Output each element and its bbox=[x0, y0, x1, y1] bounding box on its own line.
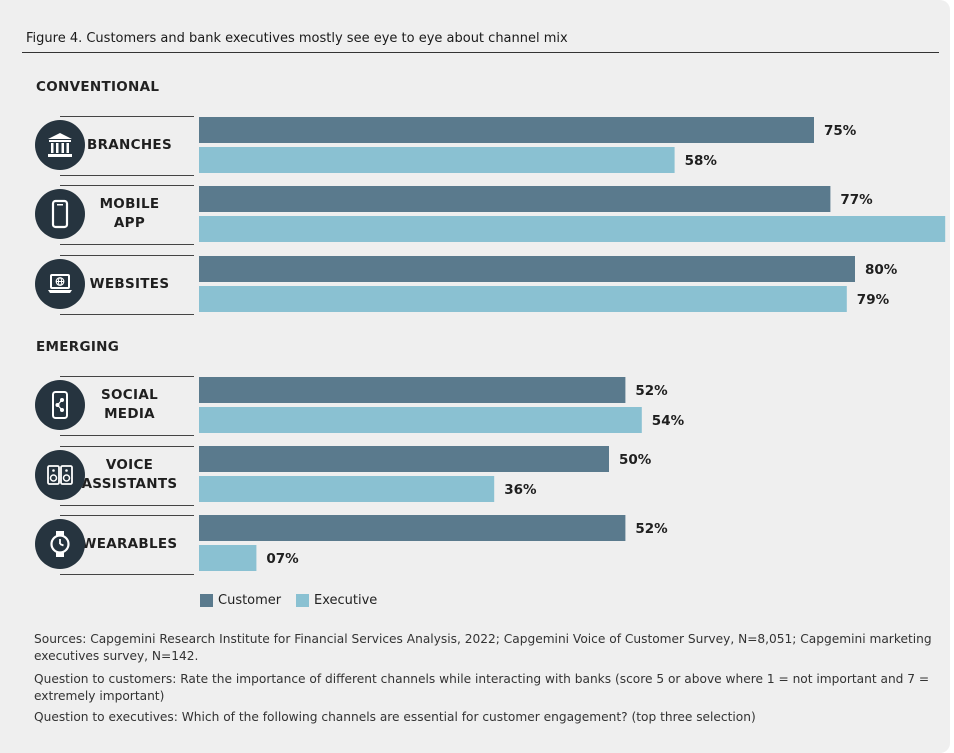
bar-executive-websites bbox=[199, 286, 847, 312]
row-label-text: BRANCHES bbox=[64, 116, 195, 174]
bar-executive-mobile-app bbox=[199, 216, 946, 242]
sources-note: Sources: Capgemini Research Institute fo… bbox=[34, 632, 932, 663]
legend-label-executive: Executive bbox=[314, 593, 378, 608]
customer-question-note: Question to customers: Rate the importan… bbox=[34, 672, 930, 703]
row-label-text: WEARABLES bbox=[64, 515, 195, 573]
row-label-line: MOBILE bbox=[99, 196, 160, 212]
bar-chart: 75%58%77%91%80%79%52%54%50%36%52%07% bbox=[199, 117, 946, 571]
row-label-line: VOICE bbox=[105, 457, 154, 473]
data-label-executive-branches: 58% bbox=[685, 153, 718, 169]
figure-title: Figure 4. Customers and bank executives … bbox=[26, 31, 568, 46]
row-label-branches: BRANCHES bbox=[35, 116, 195, 176]
data-label-executive-websites: 79% bbox=[857, 292, 890, 308]
row-label-text: WEBSITES bbox=[64, 255, 195, 313]
bar-customer-social-media bbox=[199, 377, 626, 403]
data-label-customer-mobile-app: 77% bbox=[840, 192, 873, 208]
laptop-globe-icon bbox=[35, 259, 85, 309]
row-label-text: SOCIAL MEDIA bbox=[64, 376, 195, 434]
speaker-icon bbox=[35, 450, 85, 500]
section-heading-emerging: EMERGING bbox=[36, 339, 120, 355]
row-label-line: MEDIA bbox=[104, 406, 155, 422]
bar-customer-websites bbox=[199, 256, 855, 282]
legend-item-customer: Customer bbox=[200, 593, 281, 608]
row-label-line: BRANCHES bbox=[87, 136, 172, 153]
data-label-customer-websites: 80% bbox=[865, 262, 898, 278]
bar-executive-branches bbox=[199, 147, 675, 173]
label-box bbox=[60, 255, 194, 315]
executive-question-note: Question to executives: Which of the fol… bbox=[34, 710, 756, 724]
label-box bbox=[60, 376, 194, 436]
smartwatch-icon bbox=[35, 519, 85, 569]
label-box bbox=[60, 515, 194, 575]
bar-executive-voice-assistants bbox=[199, 476, 495, 502]
data-label-customer-social-media: 52% bbox=[635, 383, 668, 399]
label-box bbox=[60, 446, 194, 506]
bar-executive-wearables bbox=[199, 545, 257, 571]
legend-item-executive: Executive bbox=[296, 593, 377, 608]
bar-customer-voice-assistants bbox=[199, 446, 609, 472]
section-heading-conventional: CONVENTIONAL bbox=[36, 79, 160, 95]
bar-customer-branches bbox=[199, 117, 814, 143]
row-label-line: ASSISTANTS bbox=[81, 476, 178, 492]
row-label-mobile-app: MOBILE APP bbox=[35, 185, 195, 245]
social-network-phone-icon bbox=[35, 380, 85, 430]
bar-executive-social-media bbox=[199, 407, 642, 433]
data-label-executive-voice-assistants: 36% bbox=[504, 482, 537, 498]
row-label-websites: WEBSITES bbox=[35, 255, 195, 315]
data-label-customer-branches: 75% bbox=[824, 123, 857, 139]
legend-label-customer: Customer bbox=[218, 593, 282, 608]
row-label-social-media: SOCIAL MEDIA bbox=[35, 376, 195, 436]
label-box bbox=[60, 116, 194, 176]
data-label-executive-social-media: 54% bbox=[652, 413, 685, 429]
row-label-line: SOCIAL bbox=[101, 387, 158, 403]
smartphone-icon bbox=[35, 189, 85, 239]
bar-customer-mobile-app bbox=[199, 186, 831, 212]
row-label-line: WEBSITES bbox=[89, 275, 170, 292]
bank-icon bbox=[35, 120, 85, 170]
legend-swatch-executive bbox=[296, 594, 309, 607]
row-label-text: VOICE ASSISTANTS bbox=[64, 446, 195, 504]
bar-customer-wearables bbox=[199, 515, 626, 541]
row-label-voice-assistants: VOICE ASSISTANTS bbox=[35, 446, 195, 506]
data-label-customer-voice-assistants: 50% bbox=[619, 452, 652, 468]
data-label-executive-wearables: 07% bbox=[266, 551, 299, 567]
label-box bbox=[60, 185, 194, 245]
title-divider bbox=[22, 52, 939, 53]
row-label-line: APP bbox=[113, 215, 146, 231]
row-label-text: MOBILE APP bbox=[64, 185, 195, 243]
data-label-customer-wearables: 52% bbox=[635, 521, 668, 537]
row-label-line: WEARABLES bbox=[81, 535, 178, 552]
legend-swatch-customer bbox=[200, 594, 213, 607]
row-label-wearables: WEARABLES bbox=[35, 515, 195, 575]
